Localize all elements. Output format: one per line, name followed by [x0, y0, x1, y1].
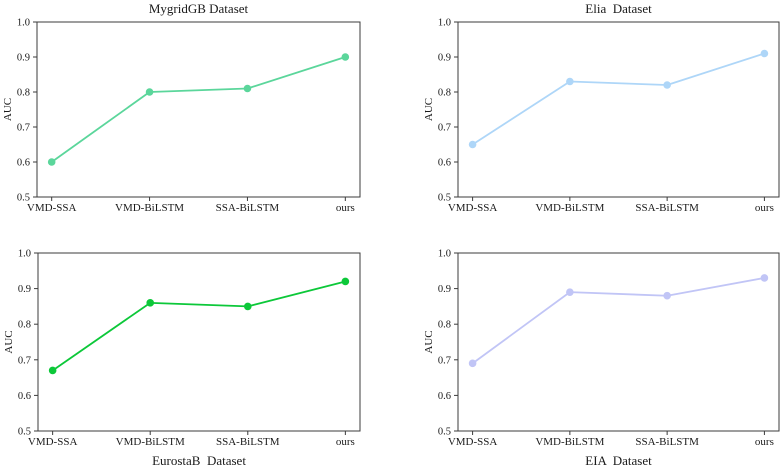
x-axis-tick-label: VMD-SSA — [448, 436, 498, 448]
y-axis-tick-label: 0.5 — [18, 427, 31, 438]
data-point-marker — [47, 158, 56, 166]
y-axis-tick-label: 0.8 — [18, 320, 31, 331]
x-axis-tick-label: ours — [336, 202, 355, 214]
chart-canvas-eia: 0.5 0.6 0.7 0.8 0.9 1.0 VMD-SSA VMD-BiLSTM SSA-B… — [423, 249, 780, 468]
y-axis-label: AUC — [423, 330, 435, 353]
data-point-marker — [663, 81, 671, 89]
data-point-marker — [566, 77, 574, 86]
y-axis-tick-label: 0.6 — [438, 391, 451, 402]
x-axis-tick-label: VMD-SSA — [27, 202, 77, 214]
series-line — [472, 277, 765, 365]
y-axis-tick-label: 0.5 — [438, 193, 451, 204]
y-axis-tick-label: 0.9 — [438, 53, 451, 64]
x-axis-tick-label: VMD-SSA — [28, 436, 78, 448]
y-axis-tick-label: 0.9 — [438, 284, 451, 295]
subplot-eia: 0.5 0.6 0.7 0.8 0.9 1.0 VMD-SSA VMD-BiLSTM SSA-B… — [391, 234, 782, 468]
x-axis-tick-label: VMD-BiLSTM — [535, 202, 604, 214]
x-axis-tick-label: SSA-BiLSTM — [635, 202, 699, 214]
y-axis-tick-label: 0.6 — [438, 158, 451, 169]
data-point-marker — [566, 288, 574, 296]
y-axis-tick-label: 0.8 — [17, 88, 30, 99]
x-axis-tick-label: VMD-BiLSTM — [115, 202, 184, 214]
data-point-marker — [760, 49, 769, 58]
chart-title: EurostaB Dataset — [152, 453, 246, 468]
y-axis-tick-label: 0.8 — [438, 320, 451, 331]
series-line — [472, 52, 765, 146]
y-axis-tick-label: 0.7 — [438, 355, 451, 366]
y-axis-tick-label: 0.7 — [438, 123, 451, 134]
chart-title: EIA Dataset — [585, 453, 652, 468]
y-axis-tick-label: 0.9 — [17, 53, 30, 64]
y-axis-tick-label: 0.6 — [17, 158, 30, 169]
data-point-marker — [341, 277, 350, 286]
y-axis-tick-label: 0.6 — [18, 391, 31, 402]
y-axis-tick-label: 1.0 — [18, 249, 31, 260]
x-axis-tick-label: ours — [755, 202, 774, 214]
subplot-mygridgb: 0.5 0.6 0.7 0.8 0.9 1.0 VMD-SSA VMD-BiLSTM SSA-B… — [0, 0, 391, 234]
y-axis-tick-label: 0.5 — [17, 193, 30, 204]
plot-border — [457, 21, 780, 198]
data-point-marker — [145, 88, 154, 96]
x-axis-tick-label: ours — [755, 436, 774, 448]
y-axis-label: AUC — [423, 98, 435, 121]
y-axis-tick-label: 0.9 — [18, 284, 31, 295]
chart-canvas-elia: 0.5 0.6 0.7 0.8 0.9 1.0 VMD-SSA VMD-BiLSTM SSA-B… — [423, 1, 780, 214]
plot-border — [457, 252, 780, 432]
data-point-marker — [760, 274, 769, 282]
x-axis-tick-label: VMD-BiLSTM — [535, 436, 604, 448]
y-axis-tick-label: 0.7 — [17, 123, 30, 134]
y-axis-tick-label: 1.0 — [438, 18, 451, 29]
data-point-marker — [468, 140, 477, 149]
subplot-elia: 0.5 0.6 0.7 0.8 0.9 1.0 VMD-SSA VMD-BiLSTM SSA-B… — [391, 0, 782, 234]
data-point-marker — [341, 53, 350, 61]
series-line — [51, 56, 346, 163]
series-line — [52, 280, 346, 372]
y-axis-tick-label: 0.8 — [438, 88, 451, 99]
y-axis-tick-label: 0.7 — [18, 355, 31, 366]
plot-border — [36, 21, 361, 198]
x-axis-tick-label: ours — [336, 436, 355, 448]
x-axis-tick-label: VMD-BiLSTM — [116, 436, 185, 448]
data-point-marker — [468, 359, 477, 368]
y-axis-tick-label: 1.0 — [438, 249, 451, 260]
chart-canvas-mygridgb: 0.5 0.6 0.7 0.8 0.9 1.0 VMD-SSA VMD-BiLSTM SSA-B… — [2, 1, 361, 214]
subplot-eurostab: 0.5 0.6 0.7 0.8 0.9 1.0 VMD-SSA VMD-BiLSTM SSA-B… — [0, 234, 391, 468]
x-axis-tick-label: VMD-SSA — [448, 202, 498, 214]
chart-title: MygridGB Dataset — [149, 1, 249, 16]
data-point-marker — [48, 366, 57, 375]
chart-title: Elia Dataset — [585, 1, 652, 16]
y-axis-tick-label: 0.5 — [438, 427, 451, 438]
y-axis-label: AUC — [2, 98, 14, 121]
chart-canvas-eurostab: 0.5 0.6 0.7 0.8 0.9 1.0 VMD-SSA VMD-BiLSTM SSA-B… — [3, 249, 361, 468]
x-axis-tick-label: SSA-BiLSTM — [216, 436, 280, 448]
data-point-marker — [663, 291, 671, 300]
data-point-marker — [243, 84, 252, 93]
plot-border — [37, 252, 361, 432]
y-axis-label: AUC — [3, 330, 15, 353]
x-axis-tick-label: SSA-BiLSTM — [635, 436, 699, 448]
data-point-marker — [146, 299, 155, 307]
x-axis-tick-label: SSA-BiLSTM — [216, 202, 280, 214]
y-axis-tick-label: 1.0 — [17, 18, 30, 29]
data-point-marker — [243, 302, 252, 311]
